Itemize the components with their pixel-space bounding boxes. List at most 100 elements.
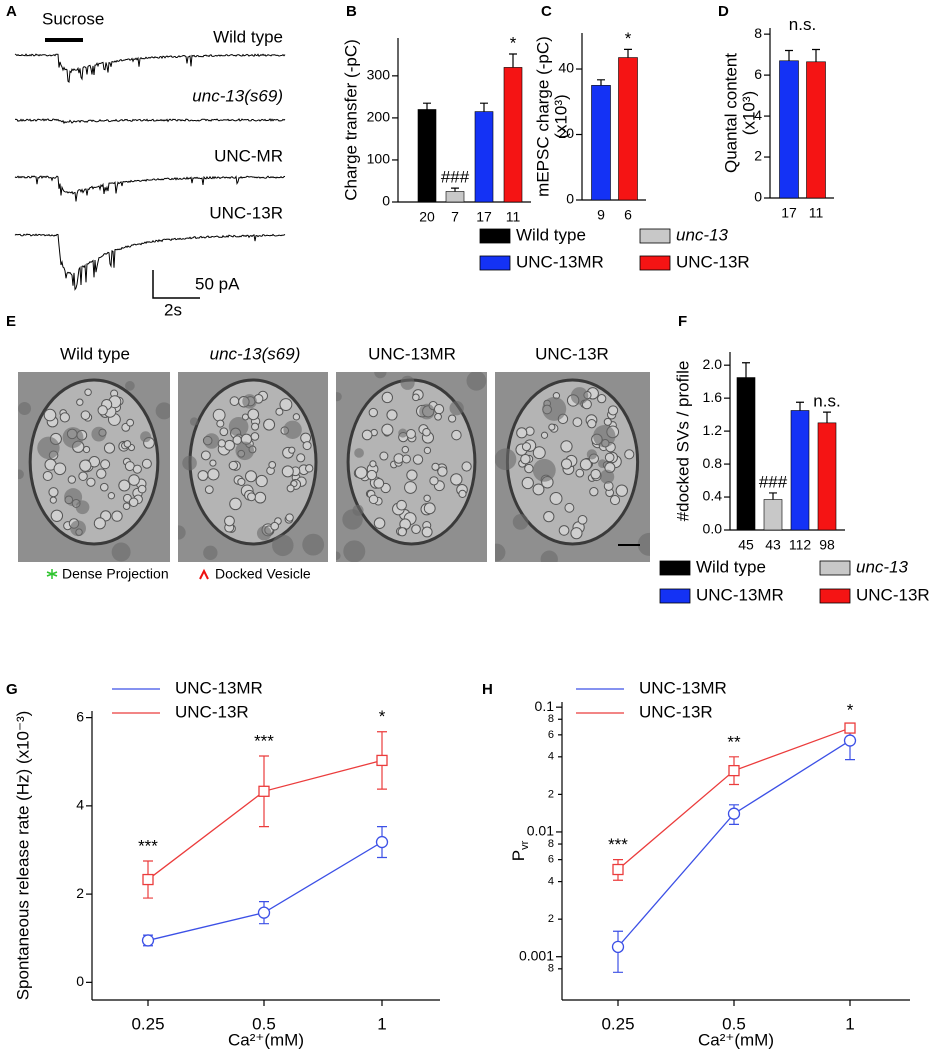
vesicle (97, 405, 108, 416)
docked-vesicle-icon (199, 568, 209, 580)
trace (14, 53, 286, 83)
annotation: * (510, 33, 517, 52)
y-tick-label: 2 (548, 788, 554, 800)
trace-label: UNC-MR (214, 146, 283, 165)
organelle (203, 545, 218, 561)
vesicle (103, 442, 116, 454)
x-tick-label: 6 (624, 207, 632, 223)
legend-swatch (639, 228, 671, 244)
vesicle (423, 494, 431, 503)
organelle (125, 380, 135, 391)
vesicle (381, 423, 394, 436)
vesicle (423, 446, 432, 455)
y-tick-label: 8 (548, 963, 554, 975)
vesicle (79, 459, 92, 472)
annotation: ### (759, 472, 788, 491)
vesicle (197, 470, 209, 481)
vesicle (575, 468, 585, 478)
organelle (111, 542, 131, 562)
x-tick-label: 1 (845, 1014, 854, 1033)
organelle (336, 551, 341, 560)
vesicle (200, 450, 211, 461)
bar (779, 60, 799, 199)
em-image (178, 372, 328, 562)
organelle (256, 526, 272, 541)
legend-label: UNC-13R (175, 702, 249, 721)
annotation: * (625, 29, 632, 48)
vesicle (412, 454, 424, 465)
error-bar (423, 102, 431, 110)
vesicle (132, 464, 142, 474)
vesicle (429, 476, 439, 486)
panel-letter: D (718, 3, 729, 20)
vesicle (216, 419, 225, 428)
trace-label: UNC-13R (209, 203, 283, 222)
x-tick-label: 1 (377, 1014, 386, 1033)
y-tick-label: 0.01 (527, 823, 554, 839)
organelle (495, 448, 517, 471)
trace (14, 175, 286, 202)
y-axis-label-main: P (509, 850, 528, 861)
organelle (466, 372, 487, 391)
vesicle (524, 463, 534, 474)
vesicle (406, 469, 418, 481)
vesicle (212, 408, 226, 422)
legend-label: UNC-13R (856, 585, 929, 604)
marker (843, 734, 857, 747)
bar (417, 109, 437, 203)
y-tick-label: 4 (76, 797, 84, 813)
vesicle (368, 494, 379, 505)
vesicle (254, 491, 267, 504)
y-tick-label: 4 (754, 107, 762, 123)
image-label: UNC-13R (535, 344, 609, 363)
vesicle (128, 497, 139, 508)
vesicle (209, 459, 217, 467)
organelle (64, 488, 83, 507)
vesicle (96, 468, 107, 479)
vesicle (589, 487, 599, 497)
vesicle (354, 466, 368, 479)
y-tick-label: 0.4 (703, 488, 723, 504)
x-tick-label: 43 (765, 537, 781, 553)
vesicle (43, 408, 57, 422)
vesicle (423, 502, 436, 515)
marker (257, 906, 271, 919)
vesicle (521, 476, 534, 490)
legend-swatch (659, 560, 691, 576)
organelle (283, 420, 302, 440)
y-axis-label: #docked SVs / profile (673, 361, 692, 522)
vesicle (207, 468, 220, 481)
organelle (235, 441, 255, 461)
vesicle (285, 513, 294, 522)
y-tick-label: 1.2 (703, 422, 723, 438)
vesicle (577, 514, 588, 525)
vesicle (422, 427, 431, 437)
x-tick-label: 7 (451, 209, 459, 225)
vesicle (431, 462, 440, 471)
vesicle (548, 423, 556, 431)
vesicle (450, 473, 463, 486)
y-tick-label: 2.0 (703, 356, 723, 372)
y-axis-label: Pvr (509, 840, 530, 861)
vesicle (118, 479, 131, 492)
organelle (178, 525, 186, 540)
organelle (495, 543, 506, 562)
organelle (400, 375, 415, 390)
y-axis-label: mEPSC charge (-pC) (533, 36, 552, 197)
y-tick-label: 8 (548, 713, 554, 725)
marker (142, 873, 154, 886)
vesicle (579, 458, 592, 471)
vesicle (123, 440, 132, 448)
organelle (354, 448, 364, 458)
organelle (203, 433, 220, 449)
legend-label: UNC-13MR (516, 252, 604, 271)
y-tick-label: 2 (754, 148, 762, 164)
vesicle (448, 414, 457, 423)
x-tick-label: 17 (476, 209, 492, 225)
image-label: UNC-13MR (368, 344, 456, 363)
organelle (62, 427, 84, 448)
organelle (374, 372, 387, 379)
vesicle (603, 417, 612, 426)
x-tick-label: 0.25 (601, 1014, 634, 1033)
